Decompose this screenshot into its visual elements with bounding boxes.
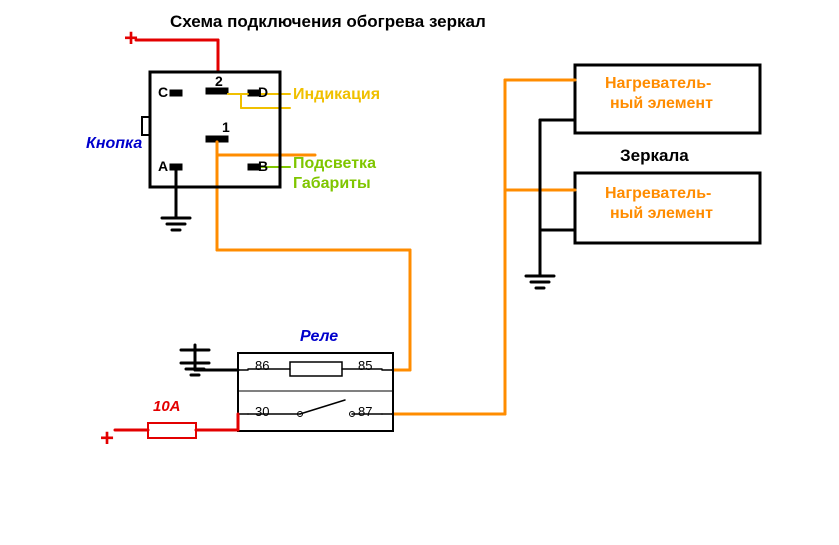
svg-text:+: +: [100, 425, 114, 452]
backlight-label-2: Габариты: [293, 175, 371, 193]
pin-87: 87: [358, 404, 372, 419]
backlight-label-1: Подсветка: [293, 155, 376, 173]
button-label: Кнопка: [86, 135, 142, 153]
svg-text:+: +: [124, 25, 138, 52]
indication-label: Индикация: [293, 86, 380, 104]
pin-d: D: [258, 84, 268, 100]
diagram-title: Схема подключения обогрева зеркал: [170, 12, 486, 32]
heater2-line2: ный элемент: [610, 205, 713, 223]
mirrors-label: Зеркала: [620, 146, 689, 166]
pin-c: С: [158, 84, 168, 100]
pin-85: 85: [358, 358, 372, 373]
pin-a: А: [158, 158, 168, 174]
heater1-line2: ный элемент: [610, 95, 713, 113]
heater1-line1: Нагреватель-: [605, 75, 711, 93]
pin-86: 86: [255, 358, 269, 373]
pin-1: 1: [222, 119, 230, 135]
fuse-label: 10А: [153, 398, 181, 415]
pin-2: 2: [215, 73, 223, 89]
relay-label: Реле: [300, 328, 338, 346]
heater2-line1: Нагреватель-: [605, 185, 711, 203]
pin-b: В: [258, 158, 268, 174]
pin-30: 30: [255, 404, 269, 419]
